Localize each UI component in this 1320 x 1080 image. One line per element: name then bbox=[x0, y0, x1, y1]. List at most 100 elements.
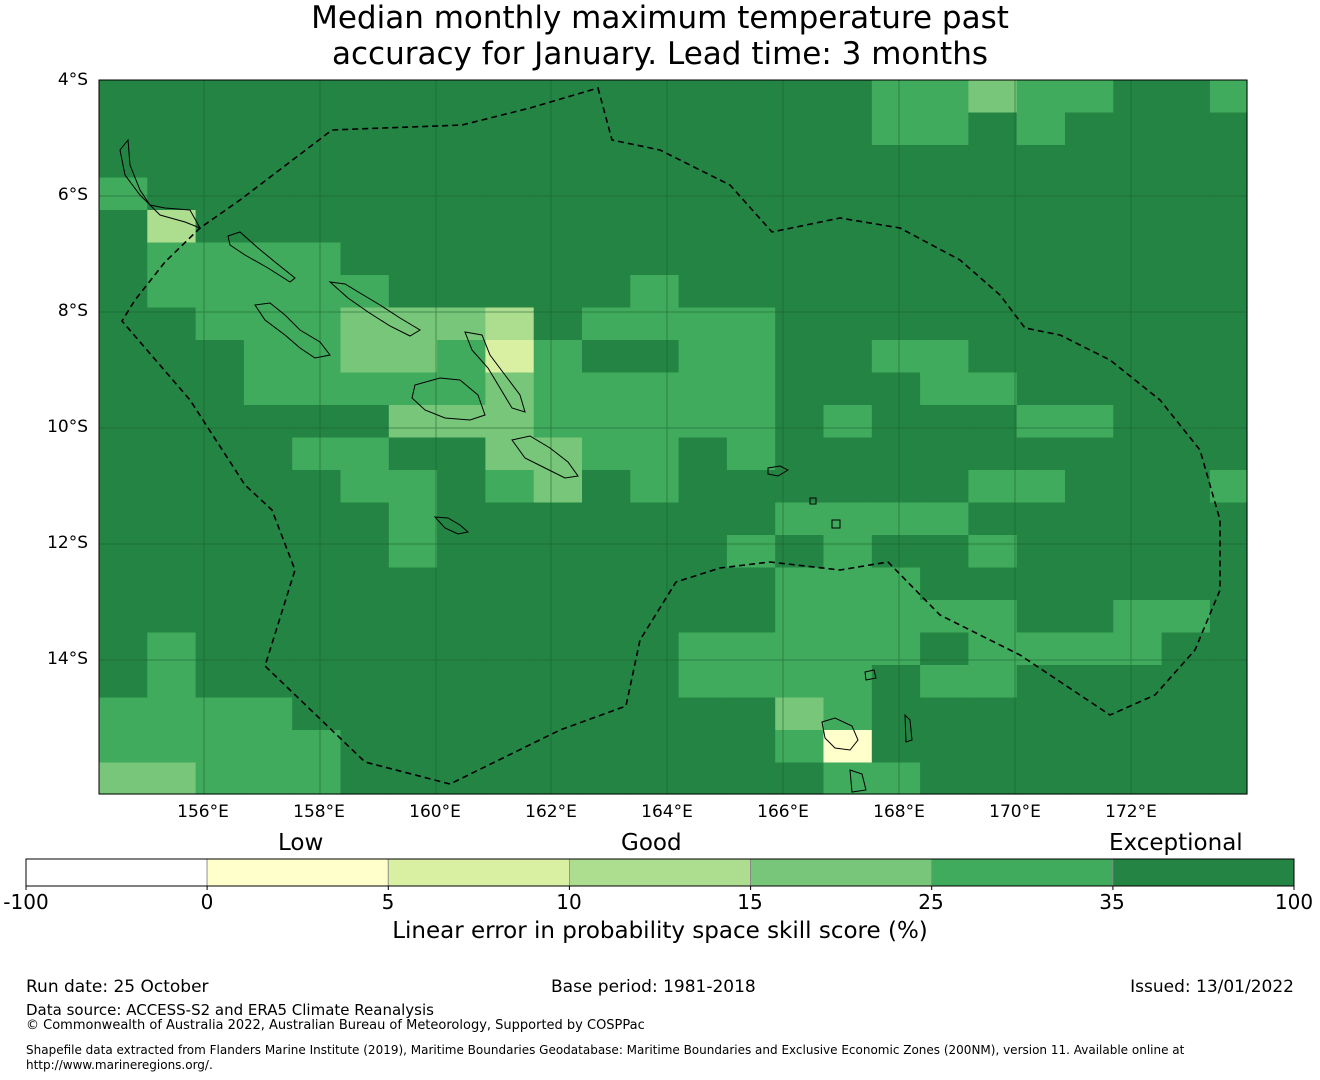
grid-cell bbox=[871, 210, 921, 244]
colorbar-tick-label: 25 bbox=[918, 890, 944, 914]
grid-cell bbox=[582, 535, 631, 569]
grid-cell bbox=[871, 730, 921, 764]
chart-title: Median monthly maximum temperature past … bbox=[0, 0, 1320, 72]
grid-cell bbox=[1113, 405, 1163, 439]
grid-cell bbox=[1065, 502, 1114, 536]
grid-cell bbox=[920, 372, 969, 406]
grid-cell bbox=[630, 665, 680, 699]
grid-cell bbox=[871, 437, 921, 471]
grid-cell bbox=[533, 145, 583, 179]
grid-cell bbox=[195, 275, 245, 309]
grid-cell bbox=[243, 470, 293, 504]
grid-cell bbox=[437, 502, 486, 536]
category-low: Low bbox=[278, 830, 324, 856]
grid-cell bbox=[968, 697, 1018, 731]
grid-cell bbox=[1209, 535, 1248, 569]
grid-cell bbox=[920, 80, 969, 114]
grid-cell bbox=[1113, 112, 1163, 146]
grid-cell bbox=[1209, 730, 1248, 764]
grid-cell bbox=[582, 437, 631, 471]
grid-cell bbox=[1161, 275, 1211, 309]
grid-cell bbox=[243, 80, 293, 114]
grid-cell bbox=[533, 307, 583, 341]
grid-cell bbox=[871, 80, 921, 114]
grid-cell bbox=[485, 275, 535, 309]
grid-cell bbox=[292, 697, 342, 731]
grid-cell bbox=[920, 600, 969, 634]
grid-cell bbox=[437, 275, 486, 309]
grid-cell bbox=[340, 470, 390, 504]
grid-cell bbox=[243, 697, 293, 731]
grid-cell bbox=[1065, 600, 1114, 634]
copyright: © Commonwealth of Australia 2022, Austra… bbox=[26, 1018, 645, 1033]
grid-cell bbox=[1016, 80, 1066, 114]
grid-cell bbox=[630, 145, 680, 179]
grid-cell bbox=[147, 242, 197, 276]
grid-cell bbox=[678, 600, 728, 634]
grid-cell bbox=[533, 405, 583, 439]
grid-cell bbox=[243, 437, 293, 471]
grid-cell bbox=[968, 340, 1018, 374]
grid-cell bbox=[630, 470, 680, 504]
grid-cell bbox=[678, 502, 728, 536]
grid-cell bbox=[1016, 567, 1066, 601]
grid-cell bbox=[678, 372, 728, 406]
island-santa-cruz bbox=[767, 465, 790, 477]
grid-cell bbox=[147, 697, 197, 731]
grid-cell bbox=[1113, 567, 1163, 601]
grid-cell bbox=[99, 600, 148, 634]
grid-cell bbox=[99, 665, 148, 699]
grid-cell bbox=[630, 405, 680, 439]
lat-label: 8°S bbox=[57, 301, 88, 321]
lon-label: 172°E bbox=[1105, 802, 1157, 822]
grid-cell bbox=[968, 307, 1018, 341]
grid-cell bbox=[99, 112, 148, 146]
grid-cell bbox=[678, 405, 728, 439]
grid-cell bbox=[726, 405, 776, 439]
grid-cell bbox=[968, 730, 1018, 764]
grid-cell bbox=[630, 632, 680, 666]
grid-cell bbox=[147, 177, 197, 211]
colorbar-bin bbox=[931, 858, 1114, 887]
base-period: Base period: 1981-2018 bbox=[551, 977, 756, 997]
lon-label: 156°E bbox=[177, 802, 229, 822]
grid-cell bbox=[678, 275, 728, 309]
grid-cell bbox=[582, 665, 631, 699]
grid-cell bbox=[243, 340, 293, 374]
grid-cell bbox=[292, 502, 342, 536]
grid-cell bbox=[1016, 470, 1066, 504]
grid-cell bbox=[292, 405, 342, 439]
grid-cell bbox=[147, 730, 197, 764]
grid-cell bbox=[437, 632, 486, 666]
grid-cell bbox=[1016, 600, 1066, 634]
grid-cell bbox=[726, 535, 776, 569]
grid-cell bbox=[533, 340, 583, 374]
grid-cell bbox=[388, 697, 438, 731]
grid-cell bbox=[99, 80, 148, 114]
grid-cell bbox=[920, 275, 969, 309]
grid-cell bbox=[485, 405, 535, 439]
grid-cell bbox=[243, 762, 293, 795]
grid-cell bbox=[1161, 665, 1211, 699]
grid-cell bbox=[1161, 535, 1211, 569]
grid-cell bbox=[582, 242, 631, 276]
grid-cell bbox=[340, 80, 390, 114]
grid-cell bbox=[1065, 80, 1114, 114]
grid-cell bbox=[1113, 470, 1163, 504]
colorbar-bin bbox=[206, 858, 389, 887]
grid-cell bbox=[1209, 80, 1248, 114]
colorbar-frame bbox=[25, 858, 1295, 887]
grid-cell bbox=[533, 470, 583, 504]
grid-cell bbox=[340, 697, 390, 731]
grid-cell bbox=[243, 405, 293, 439]
grid-cell bbox=[582, 567, 631, 601]
grid-cell bbox=[1161, 437, 1211, 471]
grid-cell bbox=[726, 600, 776, 634]
grid-cell bbox=[1016, 762, 1066, 795]
grid-cell bbox=[292, 535, 342, 569]
lon-label: 168°E bbox=[873, 802, 925, 822]
grid-cell bbox=[1113, 437, 1163, 471]
grid-cell bbox=[1113, 730, 1163, 764]
grid-cell bbox=[630, 80, 680, 114]
grid-cell bbox=[678, 437, 728, 471]
